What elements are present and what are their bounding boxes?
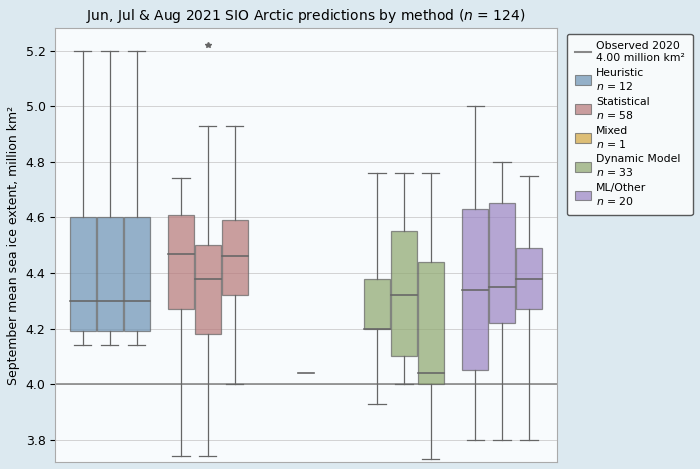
Bar [70,217,96,332]
Title: Jun, Jul & Aug 2021 SIO Arctic predictions by method ($n$ = 124): Jun, Jul & Aug 2021 SIO Arctic predictio… [86,7,526,25]
Y-axis label: September mean sea ice extent, million km²: September mean sea ice extent, million k… [7,106,20,385]
Bar [123,217,150,332]
Bar [418,262,444,384]
Bar [222,220,248,295]
Bar [168,215,194,309]
Bar [516,248,542,309]
Bar [364,279,390,329]
Bar [97,217,122,332]
Bar [195,245,221,334]
Bar [489,204,515,323]
Bar [462,209,488,371]
Legend: Observed 2020
4.00 million km², Heuristic
$n$ = 12, Statistical
$n$ = 58, Mixed
: Observed 2020 4.00 million km², Heuristi… [567,34,692,215]
Bar [391,231,417,356]
